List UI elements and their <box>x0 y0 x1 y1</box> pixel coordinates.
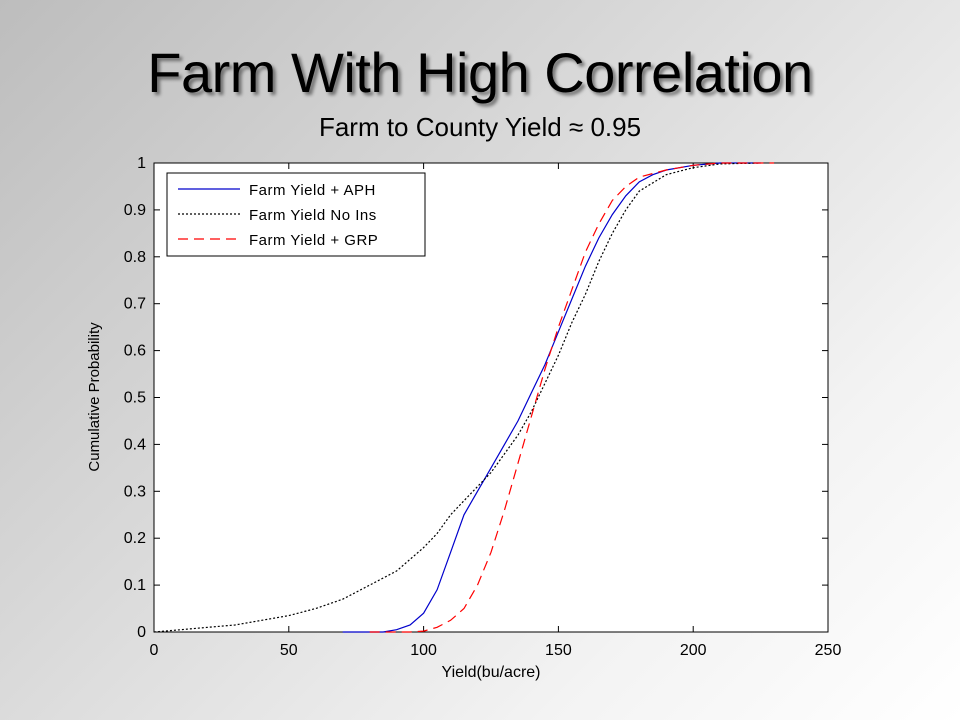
series-line-3 <box>369 162 775 633</box>
y-tick-label: 0.9 <box>124 202 146 219</box>
y-axis-label: Cumulative Probability <box>86 322 103 472</box>
y-tick-label: 0.6 <box>124 343 146 360</box>
series-line-2 <box>153 162 761 633</box>
x-tick-label: 50 <box>280 642 298 659</box>
y-tick-label: 0.2 <box>124 530 146 547</box>
y-tick-label: 1 <box>137 155 146 172</box>
y-tick-label: 0.1 <box>124 577 146 594</box>
legend-items: Farm Yield + APH Farm Yield No Ins Farm Yi… <box>178 182 378 249</box>
x-tick-label: 0 <box>150 642 159 659</box>
legend: Farm Yield + APH Farm Yield No Ins Farm Yi… <box>166 172 426 257</box>
y-tick-label: 0.5 <box>124 390 146 407</box>
slide-subtitle: Farm to County Yield ≈ 0.95 <box>318 112 642 142</box>
x-tick-label: 100 <box>410 642 437 659</box>
slide-title: Farm With High Correlation <box>147 41 813 104</box>
y-tick-label: 0.8 <box>124 249 146 266</box>
legend-label-1: Farm Yield + APH <box>249 182 376 199</box>
series-layer <box>153 162 775 633</box>
x-axis-label: Yield(bu/acre) <box>441 664 540 681</box>
y-tick-label: 0.3 <box>124 483 146 500</box>
legend-label-2: Farm Yield No Ins <box>249 207 377 224</box>
x-tick-label: 150 <box>545 642 572 659</box>
y-tick-label: 0.7 <box>124 296 146 313</box>
x-tick-label: 250 <box>815 642 842 659</box>
legend-label-3: Farm Yield + GRP <box>249 232 378 249</box>
x-tick-label: 200 <box>680 642 707 659</box>
axis-ticks: 0 50 100 150 200 250 0 0.1 0.2 0.3 0.4 0.5 0.6 0.7 0.8… <box>124 155 842 659</box>
series-line-1 <box>342 162 761 633</box>
y-tick-label: 0 <box>137 624 146 641</box>
y-tick-label: 0.4 <box>124 436 146 453</box>
